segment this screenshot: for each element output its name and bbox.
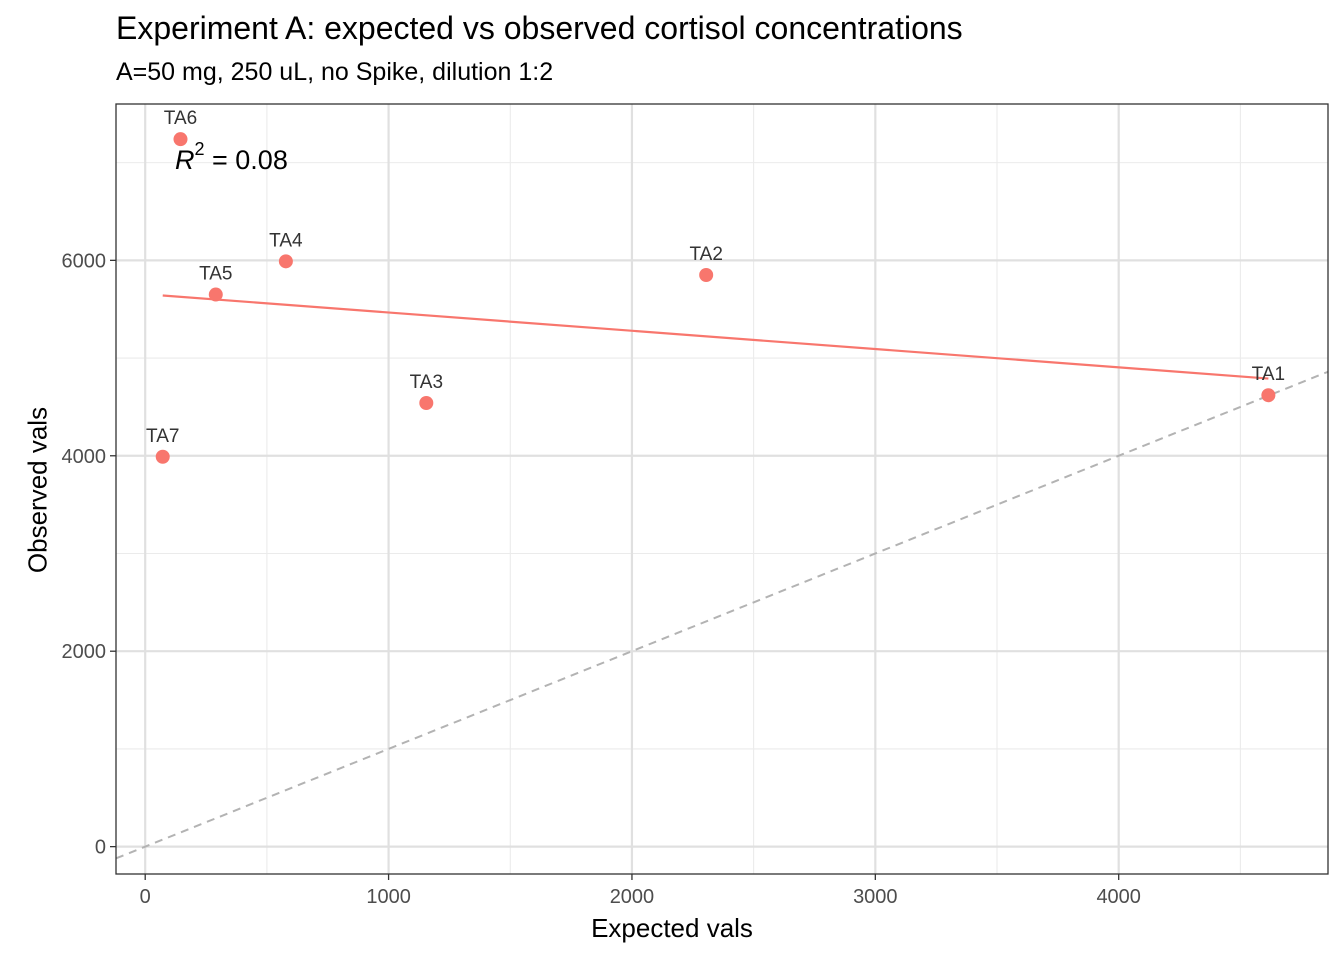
data-point-ta4 [278, 254, 293, 269]
x-tick-label: 2000 [610, 886, 655, 908]
data-point-ta3 [419, 396, 434, 411]
r-squared-exponent: 2 [194, 139, 205, 159]
data-point-ta1 [1261, 388, 1276, 403]
data-point-ta5 [208, 287, 223, 302]
y-tick-label: 2000 [62, 641, 107, 663]
x-tick-label: 4000 [1096, 886, 1141, 908]
point-label-ta1: TA1 [1252, 364, 1285, 385]
y-tick-label: 0 [95, 837, 106, 859]
r-squared-value: = 0.08 [204, 145, 288, 175]
y-axis-label: Observed vals [22, 406, 53, 574]
data-point-ta2 [699, 268, 714, 283]
plot-panel [116, 104, 1328, 874]
x-tick-label: 3000 [853, 886, 898, 908]
fit-line [162, 294, 1269, 380]
point-label-ta2: TA2 [689, 244, 722, 265]
x-tick-label: 1000 [366, 886, 411, 908]
point-label-ta5: TA5 [199, 264, 232, 285]
point-label-ta4: TA4 [269, 230, 303, 251]
r-squared-symbol: R [175, 145, 195, 175]
data-point-ta7 [155, 449, 170, 464]
y-tick-label: 6000 [62, 250, 107, 272]
point-label-ta3: TA3 [410, 372, 443, 393]
panel-border [115, 103, 1329, 875]
data-point-ta6 [173, 132, 188, 147]
point-label-ta6: TA6 [164, 108, 197, 129]
y-tick-label: 4000 [62, 446, 107, 468]
point-label-ta7: TA7 [146, 426, 179, 447]
x-tick-label: 0 [140, 886, 151, 908]
identity-line [116, 370, 1328, 860]
x-axis-label: Expected vals [591, 913, 753, 943]
chart-subtitle: A=50 mg, 250 uL, no Spike, dilution 1:2 [116, 58, 554, 86]
r-squared-annotation: R2 = 0.08 [175, 139, 288, 176]
chart-title: Experiment A: expected vs observed corti… [116, 10, 963, 46]
